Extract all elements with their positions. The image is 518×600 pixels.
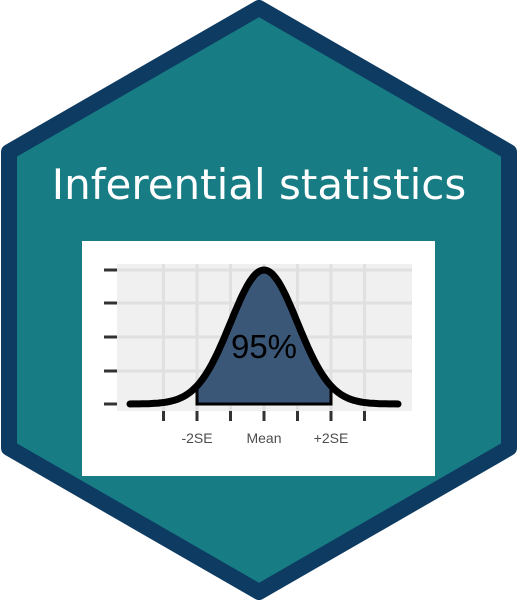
sticker-title: Inferential statistics [52,160,467,209]
x-tick-labels: -2SE Mean +2SE [181,430,348,446]
density-curve [126,266,402,408]
x-axis-ticks [162,411,366,421]
confidence-label: 95% [231,328,297,365]
x-tick-label: +2SE [314,430,349,446]
x-tick-label: Mean [246,430,281,446]
x-tick-label: -2SE [181,430,212,446]
y-axis-ticks [104,268,117,406]
